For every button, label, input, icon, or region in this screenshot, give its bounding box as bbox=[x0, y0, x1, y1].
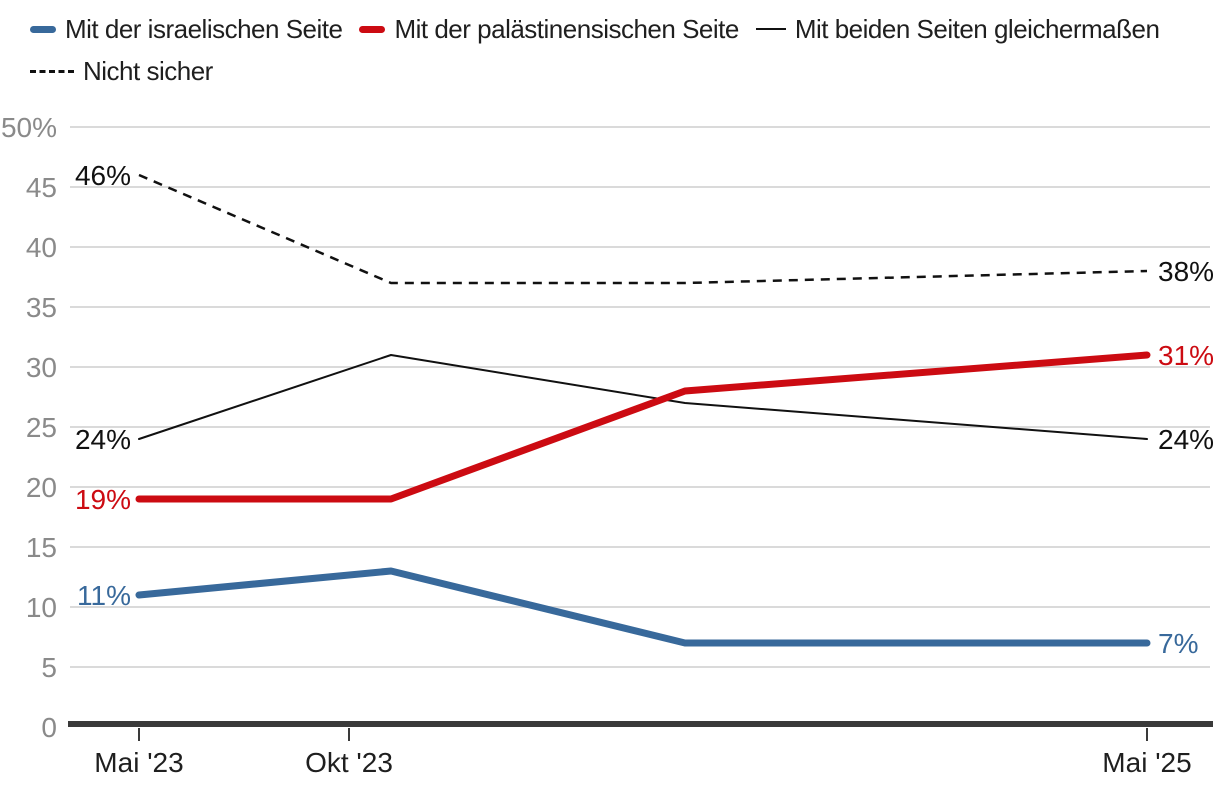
legend-label: Nicht sicher bbox=[83, 55, 213, 86]
legend-item-beide-seiten: Mit beiden Seiten gleichermaßen bbox=[755, 13, 1160, 45]
legend-label: Mit der israelischen Seite bbox=[65, 13, 343, 44]
legend-item-israelische-seite: Mit der israelischen Seite bbox=[30, 13, 343, 45]
y-axis-tick-label: 25 bbox=[26, 412, 57, 443]
legend-label: Mit der palästinensischen Seite bbox=[394, 13, 739, 44]
y-axis-tick-label: 10 bbox=[26, 592, 57, 623]
legend-row-2: Nicht sicher bbox=[30, 50, 1210, 92]
y-axis-tick-label: 0 bbox=[41, 712, 57, 743]
series-line-2 bbox=[138, 354, 1148, 440]
y-axis-tick-label: 45 bbox=[26, 172, 57, 203]
series-start-value-label: 24% bbox=[75, 424, 131, 455]
y-axis-tick-label: 40 bbox=[26, 232, 57, 263]
legend-swatch-blue-line-icon bbox=[30, 25, 56, 33]
series-line-1 bbox=[135, 351, 1151, 503]
series-start-value-label: 19% bbox=[75, 484, 131, 515]
legend-label: Mit beiden Seiten gleichermaßen bbox=[794, 13, 1160, 44]
series-end-value-label: 7% bbox=[1158, 628, 1198, 659]
y-axis-tick-label: 50% bbox=[1, 112, 57, 143]
series-start-value-label: 46% bbox=[75, 160, 131, 191]
x-axis-tick-label: Mai '25 bbox=[1102, 747, 1191, 778]
legend: Mit der israelischen Seite Mit der paläs… bbox=[30, 8, 1210, 92]
legend-swatch-red-line-icon bbox=[359, 25, 386, 33]
legend-row-1: Mit der israelischen Seite Mit der paläs… bbox=[30, 8, 1210, 50]
legend-swatch-dashed-line-icon bbox=[30, 69, 74, 73]
x-axis-tick-label: Mai '23 bbox=[94, 747, 183, 778]
y-axis-tick-label: 20 bbox=[26, 472, 57, 503]
series-end-value-label: 31% bbox=[1158, 340, 1214, 371]
y-axis-tick-label: 35 bbox=[26, 292, 57, 323]
series-line-0 bbox=[135, 567, 1151, 647]
legend-item-nicht-sicher: Nicht sicher bbox=[30, 56, 213, 87]
series-line-3 bbox=[138, 173, 1148, 285]
y-axis-tick-label: 30 bbox=[26, 352, 57, 383]
x-axis-tick-label: Okt '23 bbox=[305, 747, 393, 778]
y-axis-tick-label: 15 bbox=[26, 532, 57, 563]
series-start-value-label: 11% bbox=[77, 580, 131, 611]
legend-item-palaestinensische-seite: Mit der palästinensischen Seite bbox=[359, 13, 739, 45]
legend-swatch-thin-line-icon bbox=[755, 28, 786, 30]
y-axis-tick-label: 5 bbox=[41, 652, 57, 683]
series-end-value-label: 38% bbox=[1158, 256, 1214, 287]
series-end-value-label: 24% bbox=[1158, 424, 1214, 455]
